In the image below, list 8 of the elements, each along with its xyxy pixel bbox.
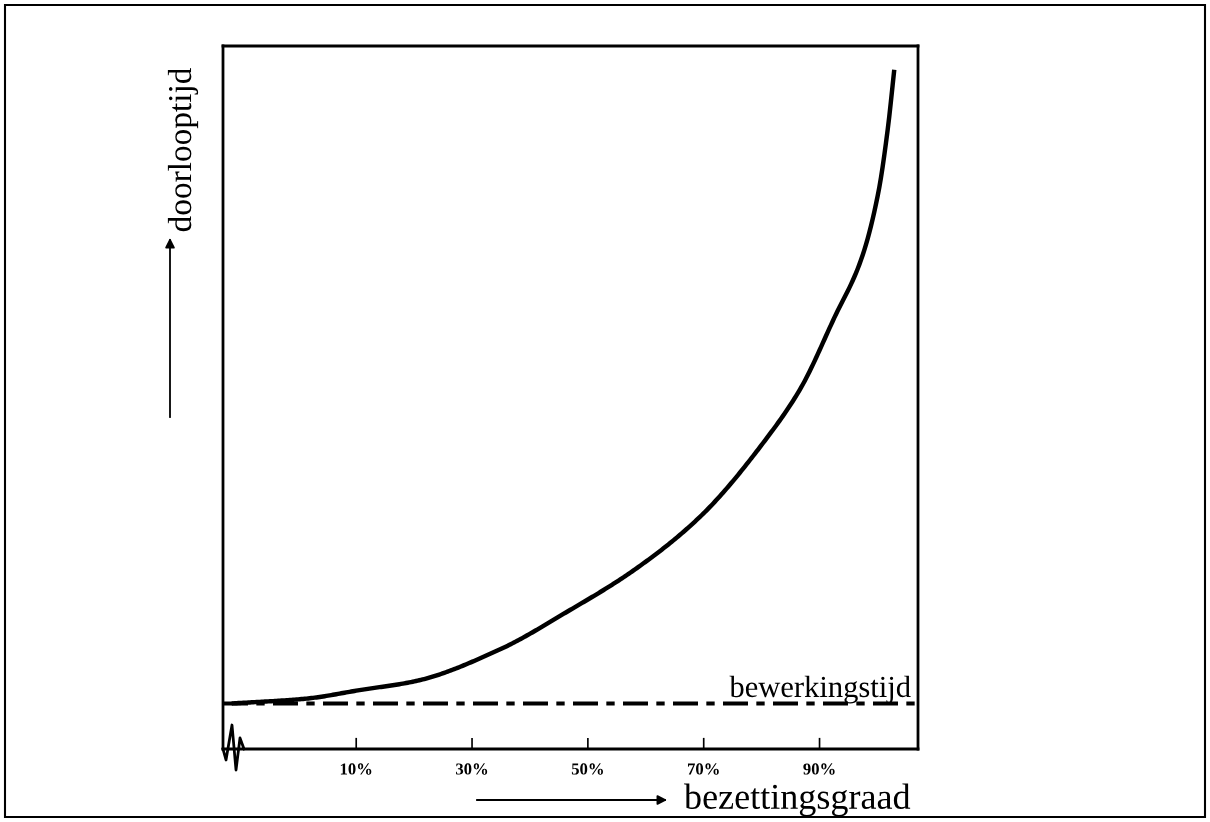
x-tick-label: 70%	[687, 763, 719, 775]
ref-line-label: bewerkingstijd	[729, 675, 911, 704]
x-tick-label: 90%	[803, 763, 835, 775]
y-axis-title: doorlooptijd	[167, 68, 199, 232]
x-tick-label: 50%	[571, 763, 603, 775]
x-axis-title: bezettingsgraad	[684, 783, 911, 817]
x-tick-label: 30%	[456, 763, 488, 775]
x-tick-label: 10%	[340, 763, 372, 775]
